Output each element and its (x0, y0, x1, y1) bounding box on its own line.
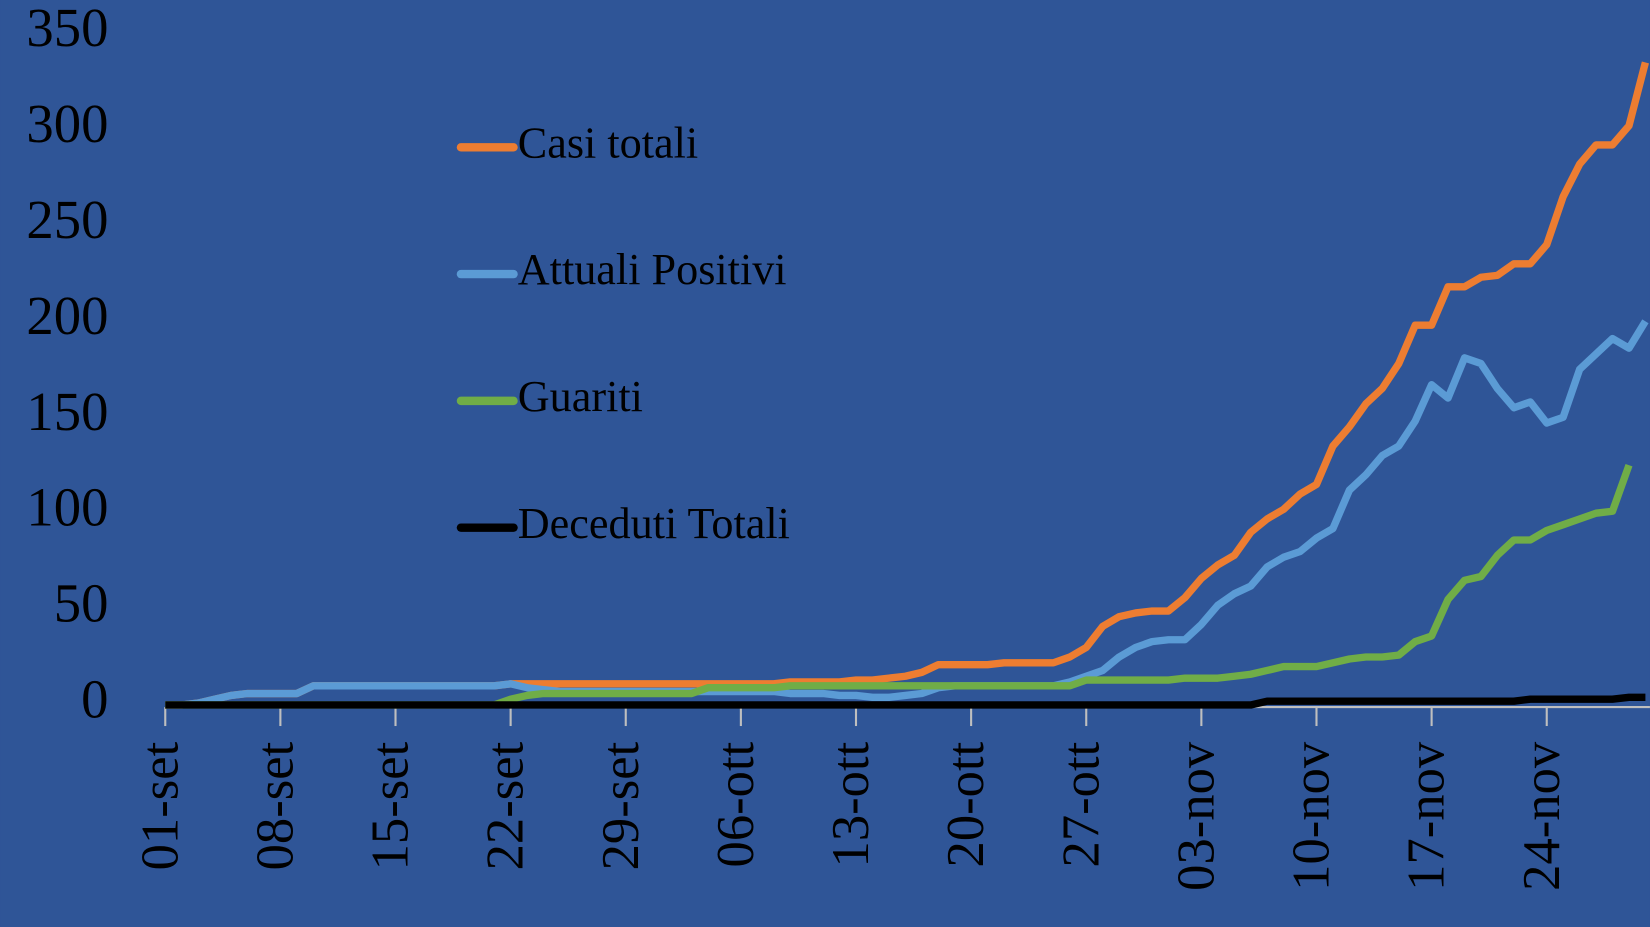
x-tick-label: 17-nov (1398, 741, 1456, 891)
y-tick-label: 100 (26, 477, 108, 538)
y-tick-label: 50 (54, 573, 109, 634)
y-tick-label: 0 (81, 669, 108, 730)
legend-label: Casi totali (518, 118, 698, 167)
x-tick-label: 22-set (477, 741, 535, 870)
x-tick-label: 29-set (592, 741, 650, 870)
legend-label: Attuali Positivi (518, 245, 787, 294)
series-line (165, 693, 1646, 709)
y-tick-label: 200 (26, 285, 108, 346)
series-line (165, 319, 1649, 709)
y-tick-label: 150 (26, 381, 108, 442)
x-tick-label: 06-ott (707, 741, 765, 867)
x-tick-label: 20-ott (937, 741, 995, 867)
x-tick-label: 13-ott (822, 741, 880, 867)
legend-label: Guariti (518, 372, 643, 421)
y-tick-label: 250 (26, 189, 108, 250)
y-tick-label: 350 (26, 0, 108, 58)
x-tick-label: 01-set (131, 741, 189, 870)
x-tick-label: 24-nov (1513, 741, 1571, 891)
y-tick-label: 300 (26, 93, 108, 154)
x-tick-label: 03-nov (1167, 741, 1225, 891)
x-tick-label: 27-ott (1052, 741, 1110, 867)
legend-label: Deceduti Totali (518, 499, 790, 548)
x-tick-label: 10-nov (1283, 741, 1341, 891)
x-tick-label: 08-set (246, 741, 304, 870)
x-tick-label: 15-set (362, 741, 420, 870)
